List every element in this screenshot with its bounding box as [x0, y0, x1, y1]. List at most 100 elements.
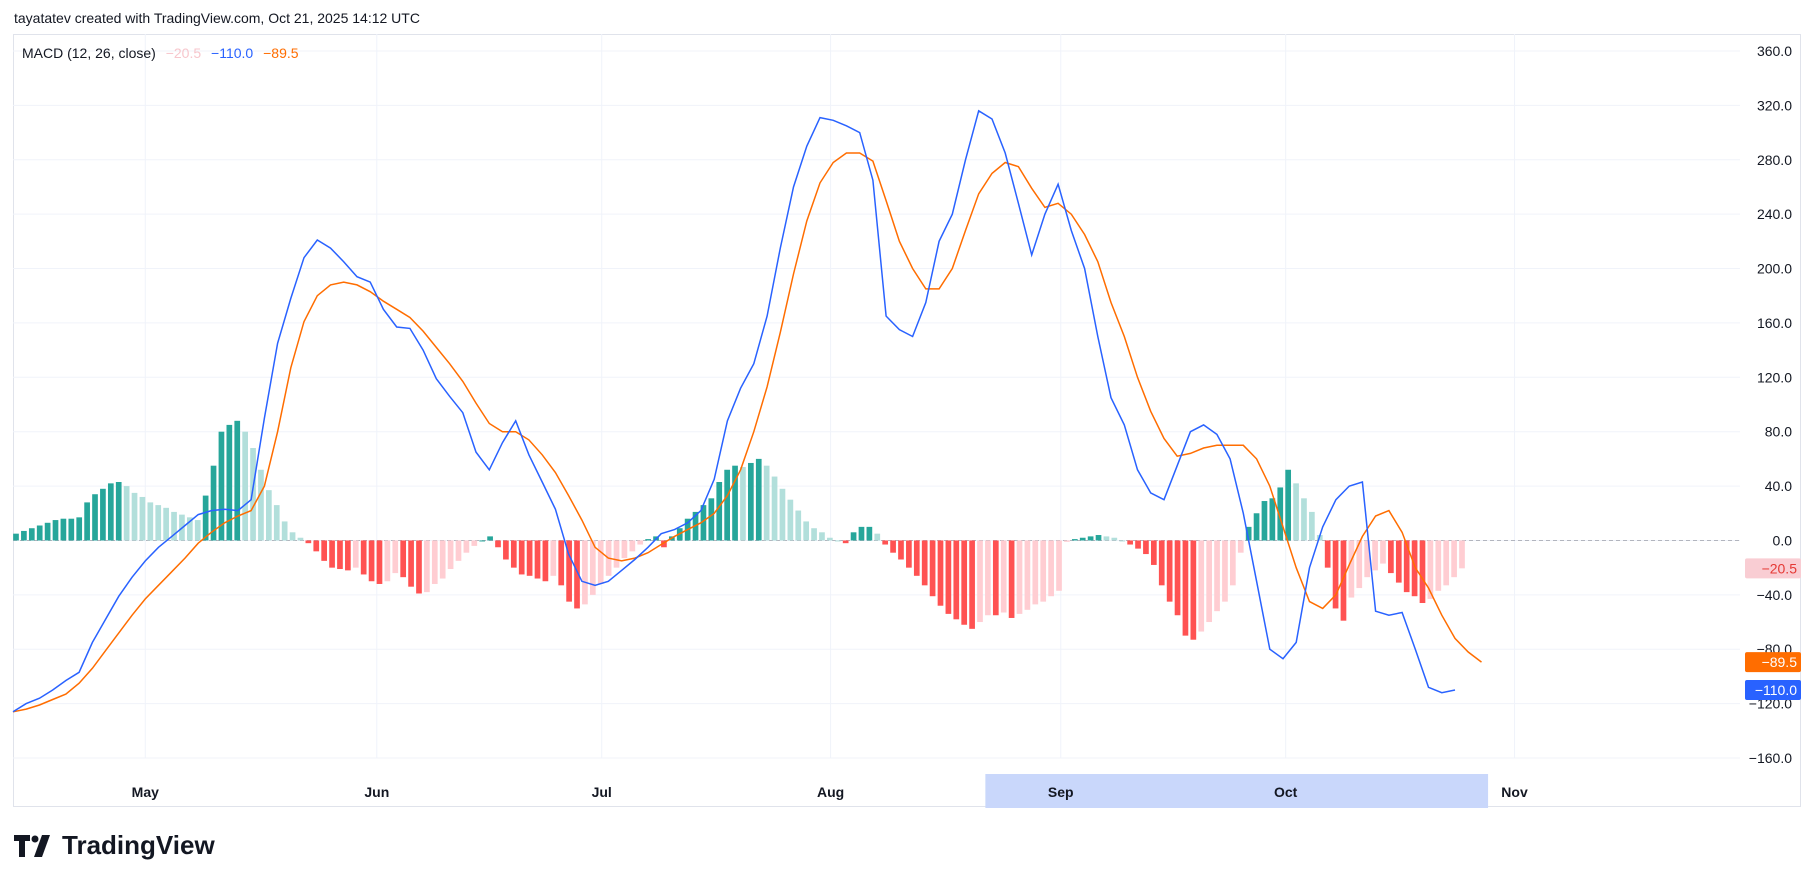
y-tick-label: 320.0	[1757, 97, 1792, 113]
histogram-bar	[795, 510, 802, 541]
x-tick-label: Jun	[364, 784, 389, 800]
histogram-bar	[1071, 539, 1078, 541]
histogram-bar	[582, 540, 588, 605]
histogram-bar	[1443, 540, 1450, 586]
histogram-bar	[439, 540, 446, 579]
histogram-bar	[937, 540, 944, 606]
histogram-bar	[597, 540, 604, 584]
histogram-bar	[724, 469, 730, 541]
y-tick-label: 40.0	[1765, 478, 1792, 494]
histogram-bar	[945, 540, 952, 614]
histogram-bar	[1040, 540, 1047, 602]
histogram-bar	[558, 540, 565, 586]
y-tick-label: 360.0	[1757, 43, 1792, 59]
histogram-bar	[463, 540, 470, 553]
histogram-bar	[866, 526, 873, 541]
histogram-bar	[139, 496, 146, 541]
histogram-bar	[1388, 540, 1394, 574]
histogram-bar	[400, 540, 407, 578]
chart-frame[interactable]	[13, 34, 1801, 807]
histogram-bar	[313, 540, 320, 552]
histogram-bar	[518, 540, 525, 575]
histogram-bar	[1459, 540, 1465, 569]
histogram-bar	[1143, 540, 1149, 555]
histogram-bar	[526, 540, 533, 576]
signal-line	[12, 152, 1482, 713]
histogram-bar	[534, 540, 541, 579]
histogram-bar	[1277, 487, 1284, 541]
histogram-bar	[1237, 540, 1244, 553]
histogram-bar	[842, 540, 849, 544]
histogram-bar	[1253, 513, 1260, 541]
y-tick-label: 160.0	[1757, 315, 1792, 331]
histogram-bar	[194, 520, 201, 541]
histogram-bar	[1166, 540, 1173, 602]
histogram-bar	[811, 528, 817, 541]
histogram-bar	[1024, 540, 1031, 610]
x-tick-label: Oct	[1274, 784, 1298, 800]
histogram-bar	[779, 488, 786, 541]
histogram-bar	[661, 540, 667, 548]
histogram-bar	[1332, 540, 1339, 609]
histogram-bar	[1245, 526, 1252, 541]
histogram-bar	[1127, 540, 1133, 545]
histogram-bar	[250, 448, 256, 541]
histogram-bar	[1364, 540, 1371, 578]
tradingview-logo[interactable]: TradingView	[14, 830, 215, 861]
histogram-bar	[882, 540, 889, 545]
histogram-bar	[748, 462, 754, 541]
histogram-bar	[1119, 540, 1126, 542]
histogram-bar	[321, 540, 328, 561]
histogram-bar	[1269, 498, 1276, 541]
histogram-bar	[1293, 483, 1299, 541]
histogram-bar	[992, 540, 999, 616]
histogram-bar	[589, 540, 596, 595]
histogram-bar	[52, 520, 59, 541]
histogram-bar	[921, 540, 928, 586]
histogram-bar	[858, 526, 865, 541]
histogram-bar	[368, 540, 375, 582]
histogram-bar	[1111, 537, 1118, 541]
histogram-bar	[629, 540, 636, 552]
histogram-bar	[455, 540, 462, 561]
histogram-bar	[621, 540, 628, 559]
histogram-bar	[92, 494, 98, 541]
histogram-bar	[732, 465, 738, 541]
histogram-bar	[1395, 540, 1402, 583]
histogram-bar	[1174, 540, 1181, 616]
histogram-bar	[850, 532, 857, 541]
histogram-bar	[1032, 540, 1039, 605]
indicator-legend[interactable]: MACD (12, 26, close) −20.5 −110.0 −89.5	[22, 45, 305, 61]
histogram-bar	[1008, 540, 1015, 618]
histogram-price-label: −20.5	[1762, 560, 1798, 576]
histogram-bar	[107, 483, 114, 541]
histogram-bar	[503, 540, 509, 560]
histogram-bar	[1380, 540, 1386, 564]
histogram-bar	[542, 540, 549, 582]
histogram-bar	[471, 540, 478, 546]
histogram-bar	[202, 495, 209, 541]
signal-value: −89.5	[263, 45, 299, 61]
histogram-bar	[408, 540, 414, 587]
histogram-bar	[953, 540, 960, 620]
histogram-bar	[447, 540, 454, 570]
histogram-bar	[827, 537, 833, 541]
histogram-bar	[1324, 540, 1331, 568]
histogram-bar	[479, 540, 486, 542]
histogram-bar	[100, 488, 106, 541]
histogram-bar	[155, 505, 162, 541]
histogram-bar	[906, 540, 912, 568]
histogram-bar	[345, 540, 351, 571]
histogram-bar	[550, 540, 557, 576]
histogram-bar	[1103, 536, 1110, 541]
histogram-bar	[431, 540, 438, 584]
histogram-bar	[226, 424, 233, 541]
macd-price-tag	[1745, 680, 1801, 701]
histogram-bar	[787, 499, 794, 541]
x-tick-label: Aug	[817, 784, 844, 800]
histogram-bar	[171, 511, 177, 541]
macd-price-label: −110.0	[1755, 682, 1797, 698]
histogram-bar	[84, 502, 90, 541]
histogram-bar	[1190, 540, 1197, 640]
